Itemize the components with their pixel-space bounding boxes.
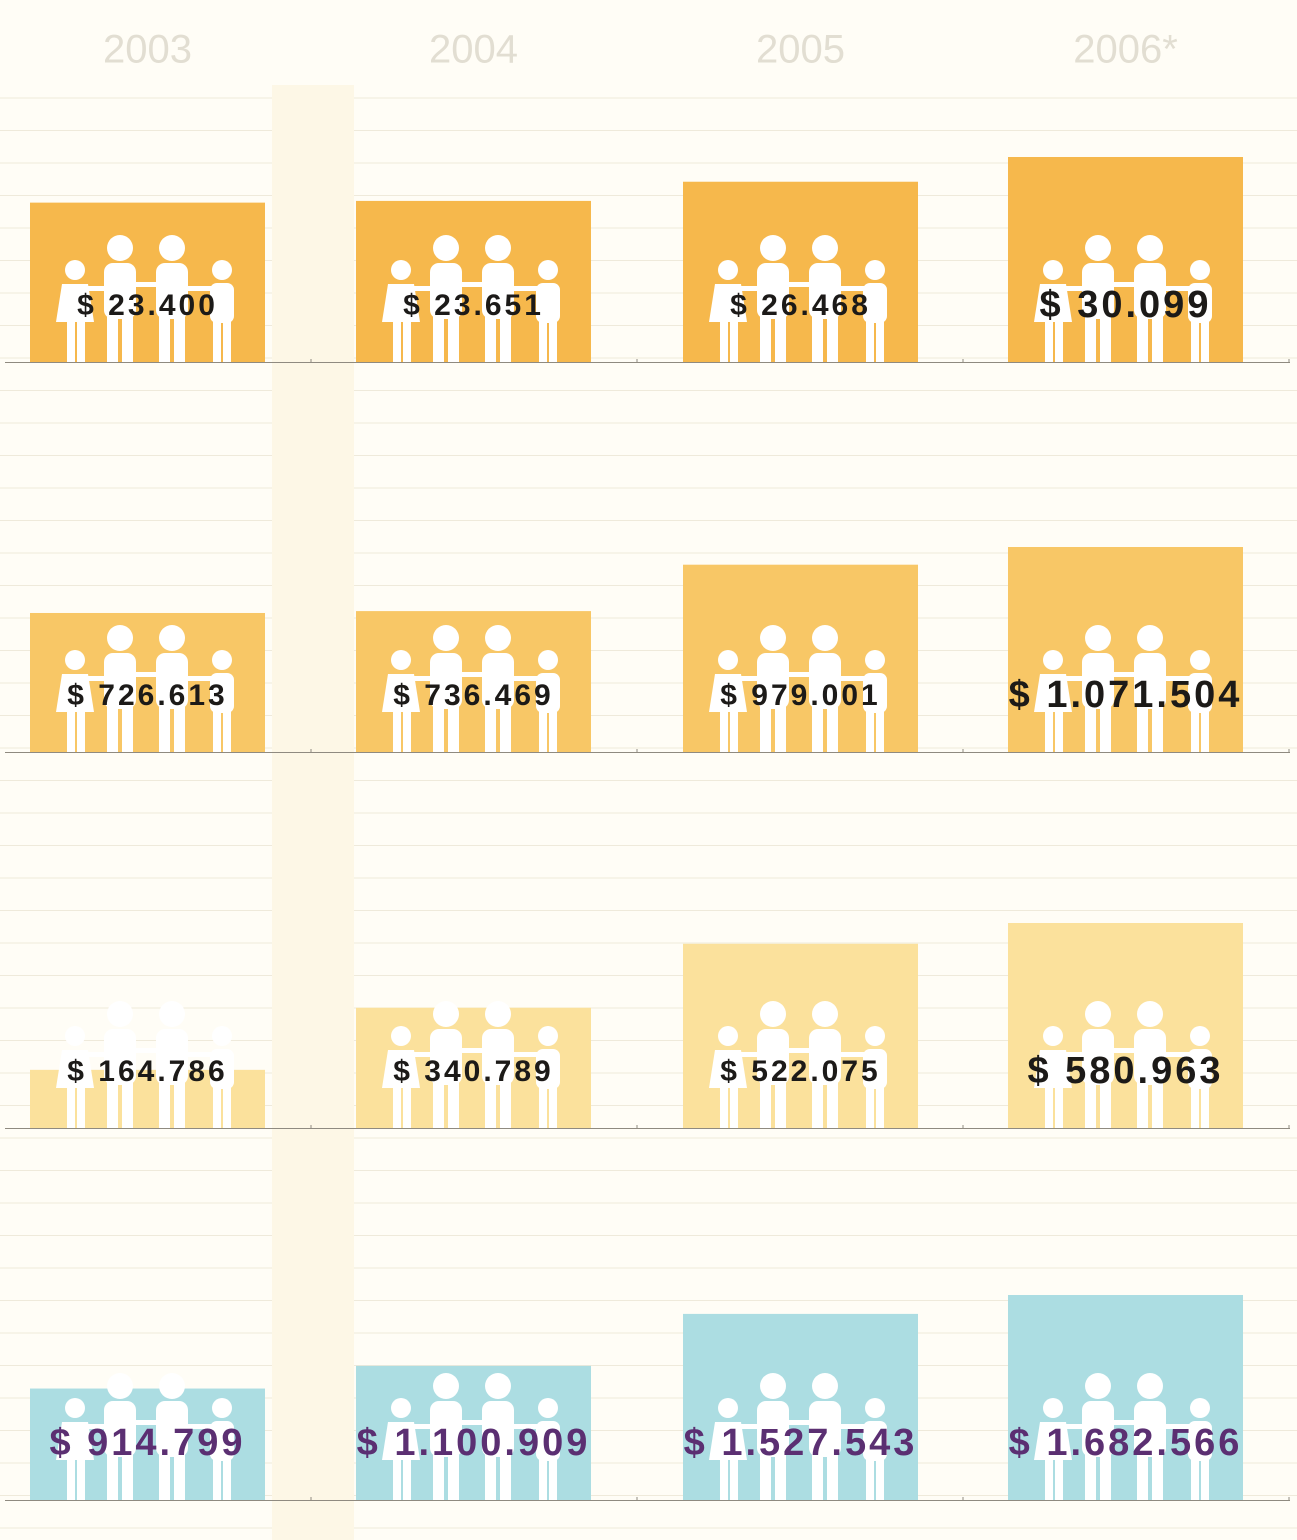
value-label: $ 1.100.909 — [357, 1422, 591, 1464]
value-label: $ 522.075 — [720, 1055, 880, 1088]
year-label: 2004 — [429, 28, 518, 72]
value-label: $ 580.963 — [1027, 1050, 1223, 1092]
year-label: 2003 — [103, 28, 192, 72]
value-label: $ 23.400 — [77, 289, 218, 322]
value-label: $ 340.789 — [393, 1055, 553, 1088]
value-label: $ 1.682.566 — [1009, 1422, 1243, 1464]
value-label: $ 164.786 — [67, 1055, 227, 1088]
value-label: $ 914.799 — [49, 1422, 245, 1464]
year-label: 2005 — [756, 28, 845, 72]
column-stripe — [272, 85, 354, 1540]
value-label: $ 23.651 — [403, 289, 544, 322]
value-label: $ 26.468 — [730, 289, 871, 322]
value-label: $ 1.527.543 — [684, 1422, 918, 1464]
value-label: $ 30.099 — [1040, 284, 1212, 326]
value-label: $ 726.613 — [67, 679, 227, 712]
value-label: $ 979.001 — [720, 679, 880, 712]
year-label: 2006* — [1073, 28, 1178, 72]
value-label: $ 1.071.504 — [1009, 674, 1243, 716]
value-label: $ 736.469 — [393, 679, 553, 712]
